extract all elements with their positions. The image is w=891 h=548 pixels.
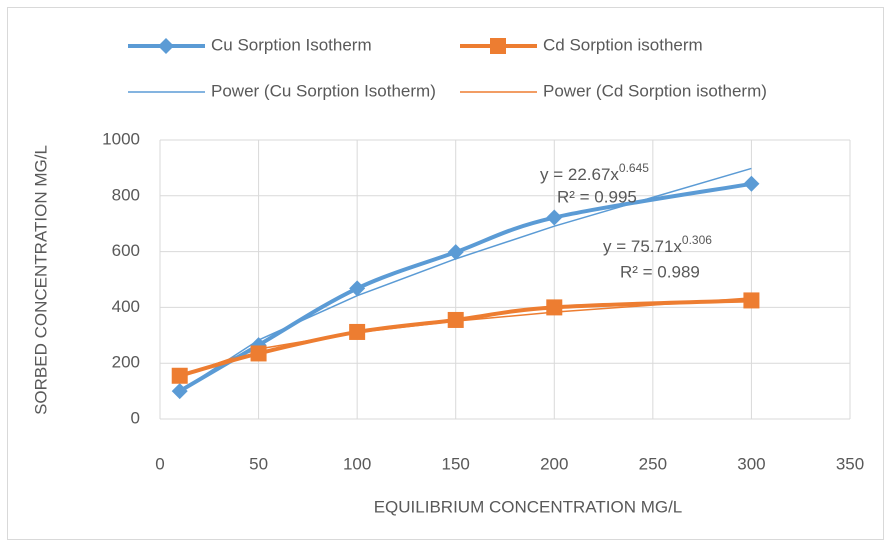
y-tick-label: 200	[112, 353, 140, 372]
marker	[490, 38, 506, 54]
legend-label: Cd Sorption isotherm	[543, 35, 703, 54]
y-tick-label: 800	[112, 185, 140, 204]
y-axis-title: SORBED CONCENTRATION MG/L	[31, 145, 50, 415]
marker	[171, 383, 188, 400]
trendline-equation: y = 22.67x0.645	[540, 161, 649, 184]
y-tick-label: 0	[131, 408, 140, 427]
x-tick-label: 0	[155, 454, 164, 473]
marker	[546, 299, 563, 316]
x-tick-label: 150	[442, 454, 470, 473]
y-tick-label: 400	[112, 297, 140, 316]
equation-base: y = 22.67x	[540, 165, 619, 184]
equation-base: y = 75.71x	[603, 237, 682, 256]
x-tick-label: 200	[540, 454, 568, 473]
x-axis-title: EQUILIBRIUM CONCENTRATION MG/L	[374, 497, 683, 516]
marker	[743, 175, 760, 192]
marker	[447, 311, 464, 328]
marker	[546, 209, 563, 226]
chart-border	[7, 7, 884, 540]
marker	[250, 345, 267, 362]
legend-label: Power (Cu Sorption Isotherm)	[211, 81, 436, 100]
marker	[447, 244, 464, 261]
marker	[349, 323, 366, 340]
x-tick-label: 100	[343, 454, 371, 473]
trendline	[179, 167, 752, 392]
equation-exponent: 0.306	[682, 233, 712, 247]
legend-label: Cu Sorption Isotherm	[211, 35, 372, 54]
x-tick-label: 300	[737, 454, 765, 473]
x-tick-label: 50	[249, 454, 268, 473]
equation-exponent: 0.645	[619, 161, 649, 175]
marker	[743, 292, 760, 309]
y-tick-label: 600	[112, 241, 140, 260]
marker	[171, 367, 188, 384]
r-squared: R² = 0.995	[557, 187, 637, 206]
marker	[158, 38, 174, 54]
y-tick-label: 1000	[102, 129, 140, 148]
x-tick-label: 350	[836, 454, 864, 473]
r-squared: R² = 0.989	[620, 262, 700, 281]
trendline-equation: y = 75.71x0.306	[603, 233, 712, 256]
legend-label: Power (Cd Sorption isotherm)	[543, 81, 767, 100]
marker	[349, 280, 366, 297]
x-tick-label: 250	[639, 454, 667, 473]
